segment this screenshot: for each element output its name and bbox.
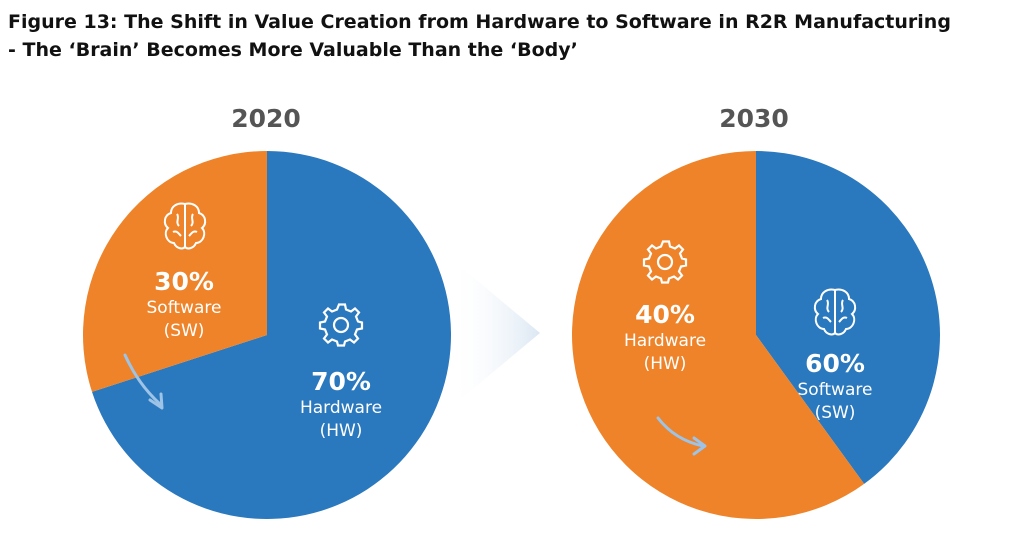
- figure-title-line1: Figure 13: The Shift in Value Creation f…: [8, 11, 951, 33]
- brain-icon: [163, 202, 207, 250]
- gear-icon: [642, 240, 688, 284]
- transition-arrow-connector: [450, 258, 540, 408]
- shift-arrowhead-icon: [148, 392, 164, 410]
- pie-2020-hardware-label: Hardware: [300, 398, 382, 418]
- pie-2020-slice-software: [83, 151, 267, 392]
- pie-2030: 40% Hardware (HW) 60% Software (SW): [571, 151, 940, 519]
- pie-2030-slice-hardware: [756, 151, 940, 484]
- pie-2020-software-label: Software: [147, 298, 222, 318]
- pie-2030-hardware-abbr: (HW): [644, 354, 687, 374]
- figure-title: Figure 13: The Shift in Value Creation f…: [8, 8, 1018, 64]
- pie-2030-slice-software: [571, 151, 865, 519]
- brain-icon: [813, 288, 857, 336]
- shift-arrow-icon: [123, 353, 162, 406]
- pie-2030-software-abbr: (SW): [815, 403, 856, 423]
- pie-2020-hardware-percent: 70%: [311, 367, 371, 396]
- pie-2020-title: 2020: [231, 104, 301, 133]
- pie-2020-slice-hardware: [92, 151, 452, 519]
- pie-2020-software-percent: 30%: [154, 267, 214, 296]
- gear-icon: [318, 303, 364, 347]
- pie-2030-hardware-percent: 40%: [635, 300, 695, 329]
- pie-2030-title: 2030: [719, 104, 789, 133]
- pie-2030-software-percent: 60%: [805, 349, 865, 378]
- pie-2030-software-label: Software: [798, 380, 873, 400]
- pie-2020-hardware-abbr: (HW): [320, 421, 363, 441]
- pie-2030-hardware-label: Hardware: [624, 331, 706, 351]
- shift-arrow-icon: [656, 416, 705, 448]
- shift-arrowhead-icon: [692, 436, 707, 456]
- pie-2020: 30% Software (SW) 70% Hardware (HW): [83, 151, 452, 519]
- pie-2020-software-abbr: (SW): [164, 321, 205, 341]
- figure-title-line2: - The ‘Brain’ Becomes More Valuable Than…: [8, 39, 578, 61]
